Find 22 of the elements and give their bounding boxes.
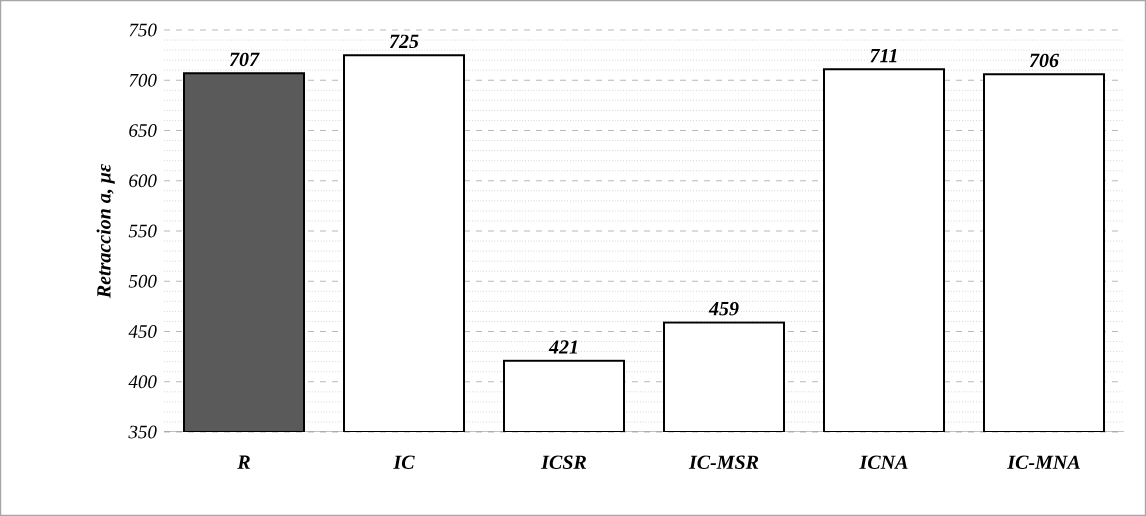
y-tick-label: 450 [128,325,157,338]
x-tick-label: R [237,455,250,469]
data-label: 711 [870,48,897,63]
data-label: 725 [389,34,419,49]
data-label: 421 [548,340,577,354]
x-tick-label: ICSR [541,455,587,470]
x-tick-label: ICNA [859,455,908,470]
x-tick-label: IC-MNA [1007,455,1080,470]
y-axis-title: Retraccion a, με [96,164,115,299]
data-label: 706 [1029,53,1059,68]
data-label: 707 [229,52,260,67]
y-tick-label: 350 [128,425,157,439]
x-tick-label: IC-MSR [688,455,759,470]
data-label: 459 [708,301,739,316]
y-tick-label: 650 [129,124,157,137]
x-tick-label: IC [393,455,415,470]
y-tick-label: 400 [128,375,157,389]
y-tick-label: 600 [129,174,157,188]
y-tick-label: 750 [129,23,157,37]
y-tick-label: 700 [129,73,157,87]
y-tick-label: 550 [128,224,157,238]
y-tick-label: 500 [128,274,157,288]
